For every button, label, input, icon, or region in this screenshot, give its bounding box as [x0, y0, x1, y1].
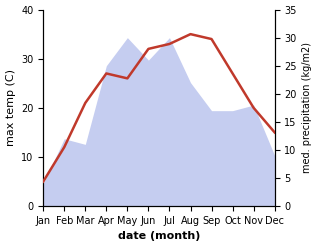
Y-axis label: med. precipitation (kg/m2): med. precipitation (kg/m2) [302, 42, 313, 173]
X-axis label: date (month): date (month) [118, 231, 200, 242]
Y-axis label: max temp (C): max temp (C) [5, 69, 16, 146]
